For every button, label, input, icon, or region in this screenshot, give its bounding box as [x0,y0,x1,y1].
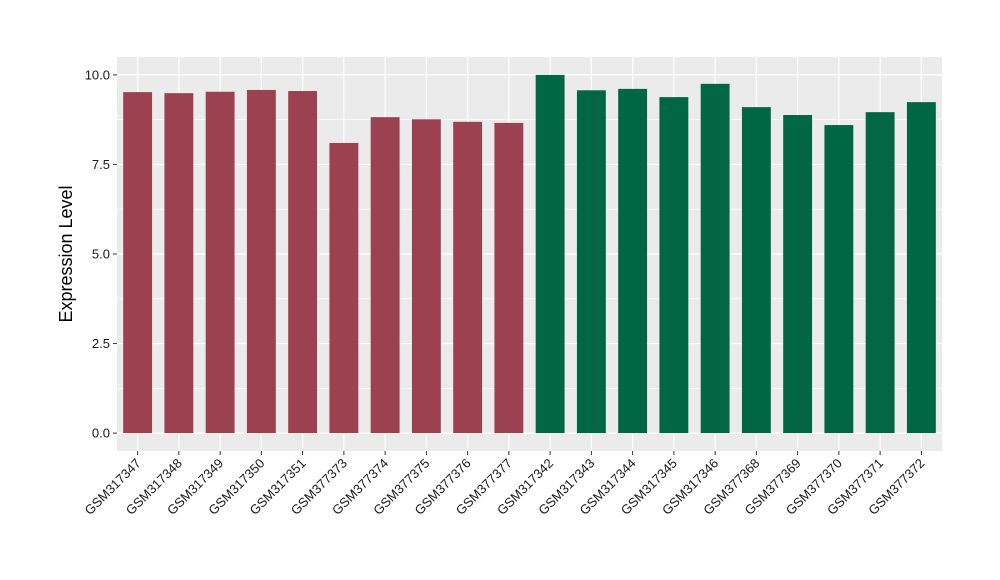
y-tick-label: 10.0 [85,67,110,82]
bars [123,74,936,434]
bar-gsm377369 [783,115,813,434]
bar-gsm317351 [288,91,318,434]
bar-gsm317345 [659,97,689,434]
y-tick-label: 5.0 [92,247,110,262]
y-tick-label: 0.0 [92,426,110,441]
bar-gsm377370 [824,125,854,434]
bar-gsm377368 [741,107,771,434]
y-axis-title: Expression Level [56,185,76,322]
bar-gsm317349 [205,91,235,434]
y-tick-label: 2.5 [92,336,110,351]
bar-gsm317346 [700,83,730,434]
bar-gsm377376 [453,121,483,434]
bar-gsm317343 [576,90,606,434]
bar-gsm377374 [370,117,400,434]
bar-gsm317350 [246,89,276,434]
x-axis: GSM317347GSM317348GSM317349GSM317350GSM3… [82,451,927,518]
bar-gsm377375 [411,119,441,434]
bar-gsm317347 [123,92,153,434]
y-axis: 0.0 2.5 5.0 7.5 10.0 [85,67,117,441]
bar-gsm377371 [865,112,895,434]
bar-gsm317342 [535,74,565,434]
bar-gsm377372 [906,102,936,434]
bar-gsm317344 [618,88,648,434]
bar-gsm317348 [164,93,194,434]
bar-gsm377377 [494,122,524,434]
bar-gsm377373 [329,142,359,434]
y-tick-label: 7.5 [92,157,110,172]
